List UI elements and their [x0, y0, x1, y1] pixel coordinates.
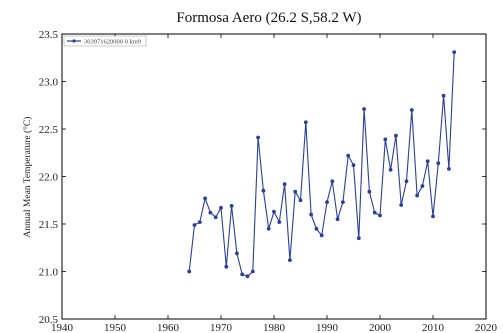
data-point	[447, 167, 451, 171]
data-point	[293, 189, 298, 194]
y-tick-label: 21.0	[39, 267, 59, 279]
data-point	[378, 213, 382, 218]
x-tick-label: 2010	[422, 322, 445, 333]
chart-title: Formosa Aero (26.2 S,58.2 W)	[176, 10, 361, 26]
data-point	[420, 184, 425, 188]
data-point	[341, 200, 345, 205]
data-point	[372, 210, 377, 215]
data-point	[213, 215, 218, 220]
y-tick-label: 23.0	[39, 77, 59, 89]
x-tick-label: 1980	[263, 322, 286, 333]
data-point	[250, 269, 255, 274]
data-point	[441, 93, 446, 98]
data-point	[362, 107, 366, 111]
data-point	[303, 120, 308, 125]
data-point	[282, 182, 287, 187]
legend-entry: 303971620000 0 km9	[84, 39, 141, 46]
x-tick-label: 1990	[316, 322, 339, 333]
data-point	[288, 258, 292, 262]
data-point	[399, 203, 404, 207]
data-point	[409, 108, 414, 112]
data-point	[436, 161, 441, 166]
data-point	[272, 209, 276, 214]
data-point	[314, 226, 319, 231]
data-point	[335, 217, 340, 222]
data-point	[208, 210, 213, 215]
data-point	[356, 236, 361, 241]
y-tick-label: 22.5	[39, 124, 59, 136]
legend-marker	[72, 39, 76, 43]
data-point	[229, 204, 234, 208]
data-point	[240, 272, 245, 277]
y-tick-label: 20.5	[39, 314, 59, 326]
data-point	[383, 137, 388, 142]
y-tick-label: 21.5	[39, 219, 59, 231]
data-point	[346, 153, 351, 158]
data-point	[309, 212, 313, 217]
data-point	[219, 205, 223, 210]
data-point	[388, 167, 393, 172]
data-point	[261, 188, 266, 193]
data-point	[187, 269, 192, 274]
data-point	[256, 135, 260, 140]
data-point	[235, 251, 239, 256]
y-axis-label: Annual Mean Temperature (°C)	[22, 117, 33, 238]
x-tick-label: 1940	[51, 322, 74, 333]
y-tick-label: 23.5	[39, 29, 59, 41]
data-point	[367, 189, 372, 194]
data-point	[298, 198, 303, 203]
data-point	[394, 133, 398, 138]
plot-area	[61, 33, 487, 320]
x-axis: 1940 1950 1960 1970 1980 1990 2000 2010 2020	[51, 34, 498, 333]
legend: 303971620000 0 km9	[63, 35, 147, 47]
x-tick-label: 2000	[369, 322, 392, 333]
x-tick-label: 2020	[475, 322, 498, 333]
x-tick-label: 1950	[104, 322, 127, 333]
data-point	[425, 159, 430, 164]
data-point	[351, 163, 356, 168]
data-point	[277, 220, 282, 225]
data-point	[266, 226, 271, 231]
y-tick-label: 22.0	[39, 172, 59, 184]
x-tick-label: 1960	[157, 322, 180, 333]
data-point	[330, 179, 335, 184]
legend-box	[63, 35, 147, 47]
data-point	[245, 274, 250, 279]
y-axis: 20.5 21.0 21.5 22.0 22.5 23.0 23.5	[39, 29, 486, 326]
data-point	[404, 179, 409, 184]
data-point	[192, 223, 197, 227]
data-point	[224, 264, 229, 269]
data-point	[431, 214, 435, 219]
x-tick-label: 1970	[210, 322, 233, 333]
data-point	[197, 220, 202, 225]
data-point	[452, 50, 457, 54]
data-point	[203, 196, 208, 201]
data-point	[415, 193, 419, 198]
data-point	[325, 200, 329, 205]
series-temperature	[187, 50, 457, 279]
data-point	[319, 233, 324, 238]
